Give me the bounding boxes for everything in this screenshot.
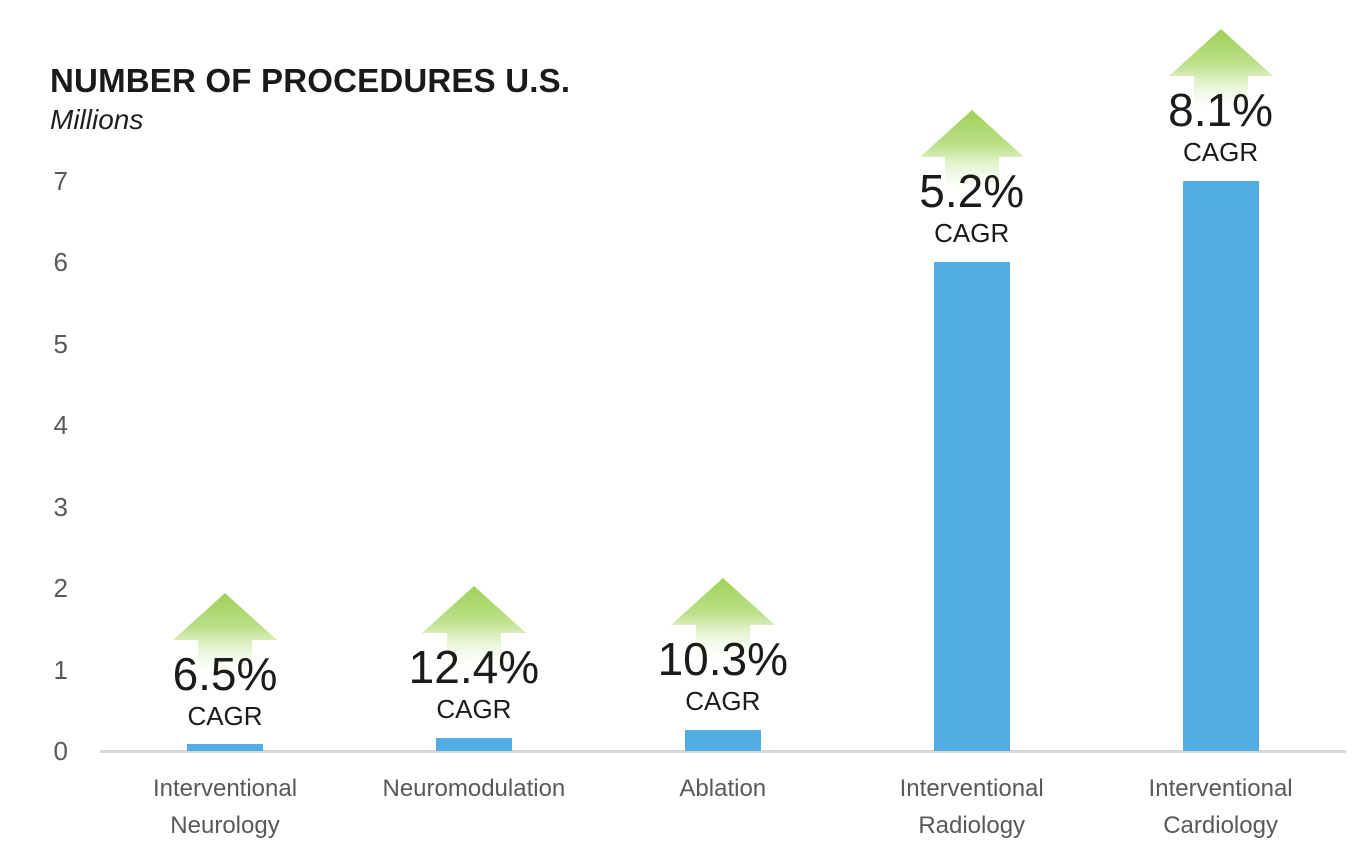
chart-units-label: Millions [50, 104, 144, 135]
category-label: Interventional Cardiology [1148, 775, 1293, 839]
cagr-annotation: 8.1% CAGR [1091, 29, 1351, 167]
cagr-annotation: 5.2% CAGR [842, 110, 1102, 248]
bar [435, 737, 512, 751]
cagr-annotation: 10.3% CAGR [593, 577, 853, 716]
growth-arrow-icon [173, 592, 277, 681]
cagr-value: 8.1% [1168, 84, 1274, 136]
y-axis-tick: 3 [53, 491, 68, 522]
y-axis-tick: 2 [53, 573, 68, 604]
cagr-label: CAGR [436, 693, 512, 724]
y-axis-tick: 4 [53, 410, 68, 441]
y-axis-tick: 7 [53, 165, 68, 196]
cagr-label: CAGR [934, 218, 1010, 249]
cagr-value: 12.4% [408, 640, 540, 693]
cagr-annotation: 6.5% CAGR [95, 592, 355, 731]
x-axis-line [100, 750, 1346, 753]
cagr-label: CAGR [1183, 137, 1259, 167]
cagr-value: 5.2% [919, 165, 1025, 218]
y-axis-tick: 6 [53, 247, 68, 278]
cagr-label: CAGR [187, 700, 263, 731]
growth-arrow-icon [670, 577, 775, 666]
growth-arrow-icon [919, 110, 1024, 199]
category-label: Neuromodulation [382, 775, 566, 802]
category-label: Interventional Radiology [899, 775, 1044, 839]
cagr-value: 6.5% [172, 647, 278, 700]
cagr-annotation: 12.4% CAGR [344, 585, 604, 724]
bar [933, 262, 1010, 751]
growth-arrow-icon [421, 585, 526, 674]
chart-title: NUMBER OF PROCEDURES U.S. [50, 62, 571, 99]
y-axis-tick: 0 [53, 736, 68, 766]
y-axis-tick: 5 [53, 328, 68, 359]
category-label: Ablation [679, 775, 767, 802]
bar [684, 729, 761, 751]
category-label: Interventional Neurology [152, 775, 298, 839]
cagr-label: CAGR [685, 685, 761, 716]
y-axis-tick: 1 [53, 654, 68, 685]
growth-arrow-icon [1168, 29, 1273, 117]
cagr-value: 10.3% [657, 632, 789, 685]
bar [1182, 180, 1259, 751]
bar [187, 744, 263, 751]
